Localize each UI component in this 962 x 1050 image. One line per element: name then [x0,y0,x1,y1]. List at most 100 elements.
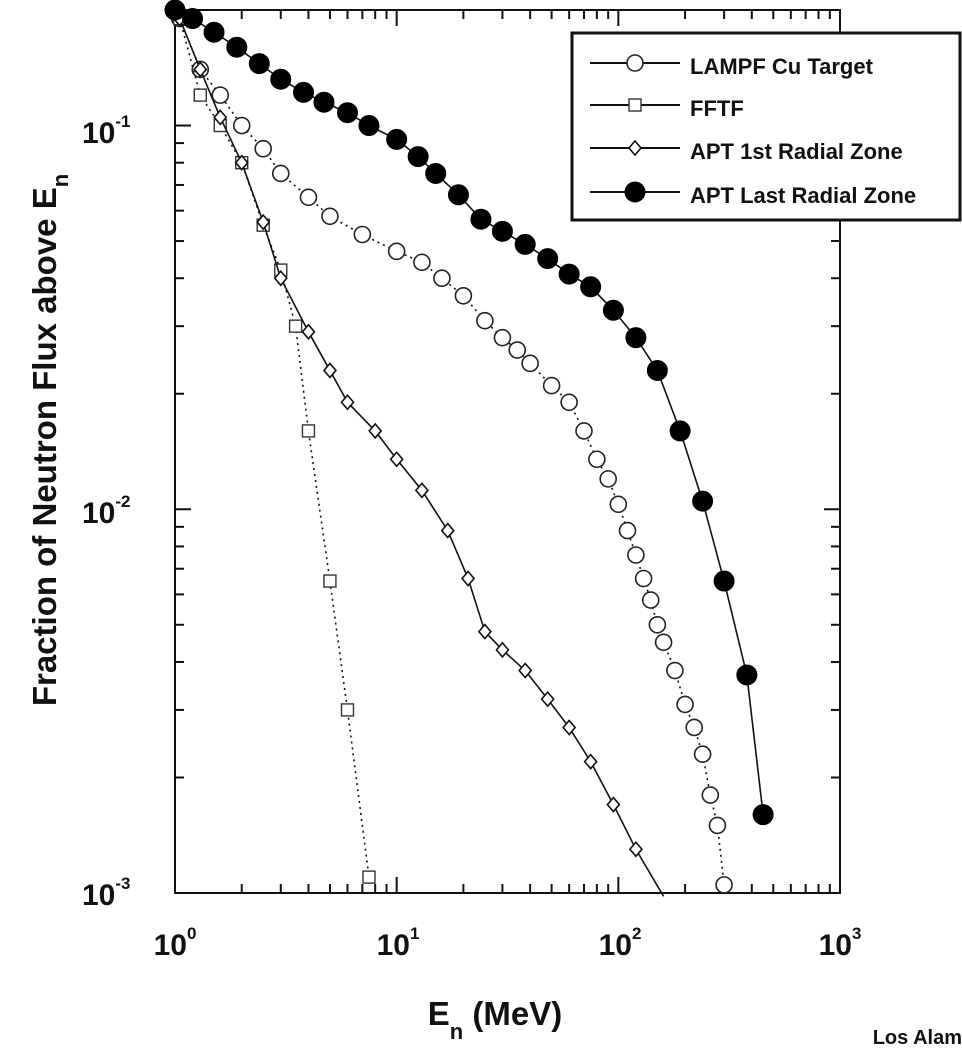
series-3-point [602,299,624,321]
series-2-point [440,522,455,539]
series-3-point [293,81,315,103]
series-0-point [676,695,694,714]
series-0-point [588,450,606,469]
series-0-point [508,341,527,359]
legend-label-fftf: FFTF [690,96,744,121]
series-2-point [234,154,249,171]
series-2-point [583,753,598,770]
series-3-point [336,102,358,124]
series-3-point [580,276,602,298]
series-0-point [387,242,406,261]
series-2-point [213,109,228,126]
legend-marker-3 [624,181,646,203]
series-2-point [193,61,208,78]
legend-marker-2 [627,139,643,157]
series-0-point [493,328,512,347]
series-2-point [628,841,643,858]
series-3-point [203,21,225,43]
series-0-point [708,816,727,835]
series-3-point [537,248,559,270]
series-0-point [575,422,593,440]
series-0-point [560,393,578,412]
series-0-point [634,569,653,588]
series-0-point [627,546,645,564]
series-3 [164,0,774,826]
series-0-point [693,745,712,763]
x-axis-label: En (MeV) [428,995,562,1044]
series-2-point [495,641,510,659]
series-3-point [514,233,536,255]
series-0-point [666,661,684,680]
series-1-point [362,870,376,884]
x-tick-label-0: 100 [154,924,197,962]
series-3-point [425,162,447,184]
series-1-point [193,88,207,102]
series-2-point [540,690,555,708]
series-0-point [321,207,339,226]
series-3-point [313,91,335,113]
legend-label-apt-last: APT Last Radial Zone [690,183,916,208]
series-0-point [232,116,251,135]
series-2-point [256,213,271,231]
series-0-point [211,86,230,104]
series-0-point [299,188,318,207]
series-2 [172,10,665,897]
series-0-point [542,376,561,395]
series-2-point [562,719,577,736]
series-2-point [273,269,288,287]
footer-text: Los Alam [873,1027,962,1049]
series-2-point [477,623,492,640]
series-0-point [654,633,673,652]
series-0-point [413,253,431,272]
y-axis-label: Fraction of Neutron Flux above En [26,174,73,706]
series-2-point [414,482,429,499]
series-2-point [389,451,404,468]
series-line-3 [174,9,764,815]
series-3-point [248,53,270,75]
plot-frame [174,9,841,894]
series-3-point [447,184,469,206]
series-0-point [599,470,617,488]
legend-label-apt-first: APT 1st Radial Zone [690,139,903,164]
series-0-point [271,164,290,183]
legend-swatches [590,54,680,203]
series-3-point [226,36,248,58]
series-0-point [254,139,273,158]
series-3-point [736,664,758,686]
series-3-point [182,8,204,30]
legend-marker-0 [626,54,644,72]
series-2-point [606,796,621,813]
series-1-point [323,574,337,588]
y-tick-label-1: 10-2 [82,492,131,530]
series-1-point [340,703,355,717]
series-2-point [322,362,337,379]
series-3-point [164,0,186,21]
series-3-point [407,146,429,168]
series-line-1 [178,18,370,878]
series-3-point [270,68,292,90]
legend-label-lampf: LAMPF Cu Target [690,54,874,79]
series-0-point [609,495,628,514]
series-1-point [301,424,316,438]
series-0-point [701,786,720,804]
series-3-point [470,208,492,230]
series-0-point [353,225,372,244]
series-2-point [518,662,533,679]
series-3-point [752,804,774,826]
x-tick-label-3: 103 [819,924,862,962]
series-0 [170,9,733,894]
series-0-point [454,286,473,305]
series-3-point [713,570,735,592]
legend-marker-1 [628,98,642,112]
series-layer [164,0,774,897]
series-3-point [669,420,691,442]
series-3-point [692,490,714,512]
series-0-point [641,591,660,609]
y-tick-label-0: 10-1 [82,112,131,150]
series-3-point [646,359,668,381]
series-3-point [358,115,380,137]
series-0-point [648,615,667,634]
series-2-point [461,570,476,587]
series-3-point [386,128,408,150]
